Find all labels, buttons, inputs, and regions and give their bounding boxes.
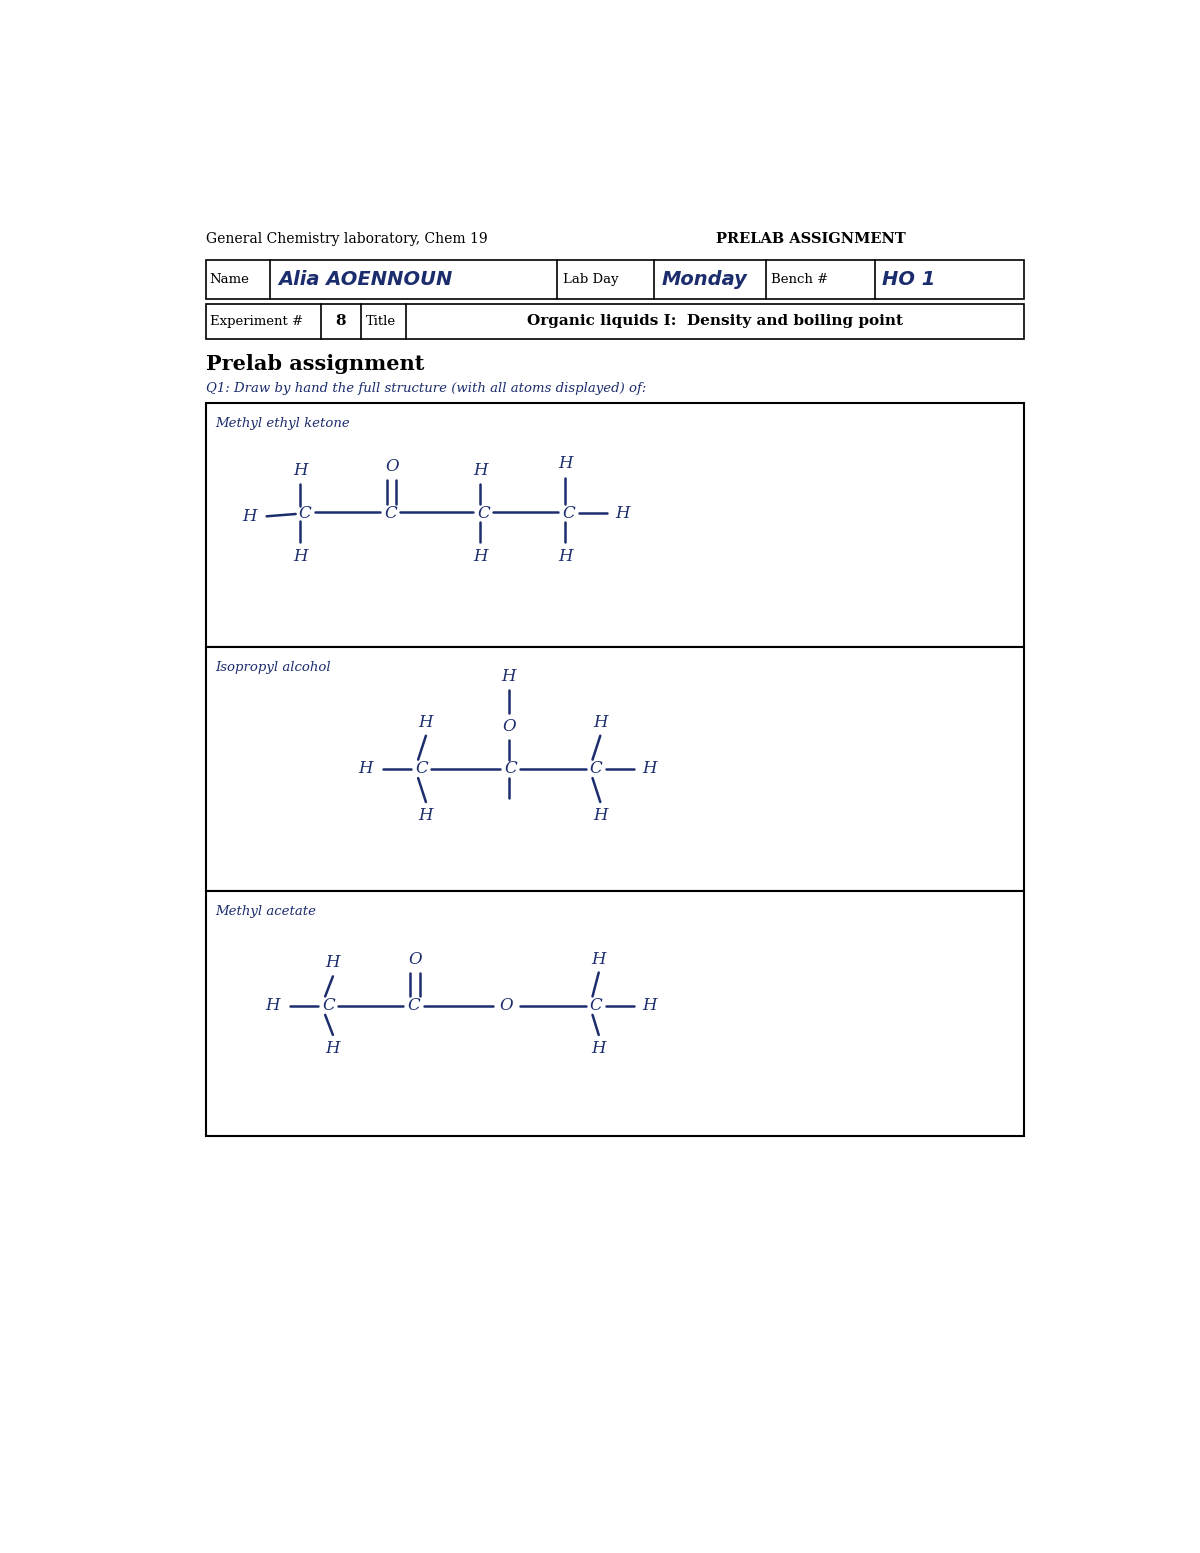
Text: PRELAB ASSIGNMENT: PRELAB ASSIGNMENT <box>715 231 906 245</box>
Text: Organic liquids I:  Density and boiling point: Organic liquids I: Density and boiling p… <box>527 315 902 329</box>
Text: Methyl acetate: Methyl acetate <box>215 905 316 918</box>
Text: H: H <box>473 461 487 478</box>
Bar <box>206 891 1024 1135</box>
Text: Isopropyl alcohol: Isopropyl alcohol <box>215 660 331 674</box>
Text: H: H <box>558 455 572 472</box>
Text: H: H <box>293 461 307 478</box>
Text: H: H <box>642 761 656 778</box>
Text: General Chemistry laboratory, Chem 19: General Chemistry laboratory, Chem 19 <box>206 231 487 245</box>
Text: H: H <box>419 806 433 823</box>
Text: C: C <box>504 761 517 778</box>
Text: C: C <box>384 505 397 522</box>
Text: C: C <box>589 997 602 1014</box>
Text: H: H <box>242 508 257 525</box>
Bar <box>206 646 1024 891</box>
Text: C: C <box>299 505 311 522</box>
Text: H: H <box>473 548 487 565</box>
Text: Experiment #: Experiment # <box>210 315 302 328</box>
Text: O: O <box>499 997 514 1014</box>
Text: HO 1: HO 1 <box>882 270 936 289</box>
Text: H: H <box>592 1041 606 1058</box>
Text: Monday: Monday <box>661 270 748 289</box>
Text: H: H <box>325 954 340 971</box>
Text: Methyl ethyl ketone: Methyl ethyl ketone <box>215 416 350 430</box>
Text: O: O <box>385 458 398 475</box>
Bar <box>206 402 1024 646</box>
Text: C: C <box>562 505 575 522</box>
Text: C: C <box>322 997 335 1014</box>
Text: Prelab assignment: Prelab assignment <box>206 354 424 374</box>
Text: H: H <box>419 714 433 731</box>
Text: H: H <box>593 714 607 731</box>
Text: Lab Day: Lab Day <box>563 273 619 286</box>
Text: Alia AOENNOUN: Alia AOENNOUN <box>278 270 452 289</box>
Bar <box>206 261 1024 298</box>
Text: H: H <box>293 548 307 565</box>
Text: 8: 8 <box>335 315 346 329</box>
Text: O: O <box>408 950 422 968</box>
Text: O: O <box>502 717 516 735</box>
Text: H: H <box>265 997 280 1014</box>
Text: H: H <box>616 505 630 522</box>
Text: C: C <box>415 761 427 778</box>
Text: Q1: Draw by hand the full structure (with all atoms displayed) of:: Q1: Draw by hand the full structure (wit… <box>206 382 646 396</box>
Text: H: H <box>558 548 572 565</box>
Text: Name: Name <box>210 273 250 286</box>
Text: Title: Title <box>366 315 396 328</box>
Text: C: C <box>476 505 490 522</box>
Text: H: H <box>502 668 516 685</box>
Text: H: H <box>642 997 656 1014</box>
Bar <box>206 304 1024 339</box>
Text: Bench #: Bench # <box>770 273 828 286</box>
Text: H: H <box>359 761 373 778</box>
Text: H: H <box>592 950 606 968</box>
Text: C: C <box>589 761 602 778</box>
Text: H: H <box>593 806 607 823</box>
Text: H: H <box>325 1041 340 1058</box>
Text: C: C <box>407 997 420 1014</box>
